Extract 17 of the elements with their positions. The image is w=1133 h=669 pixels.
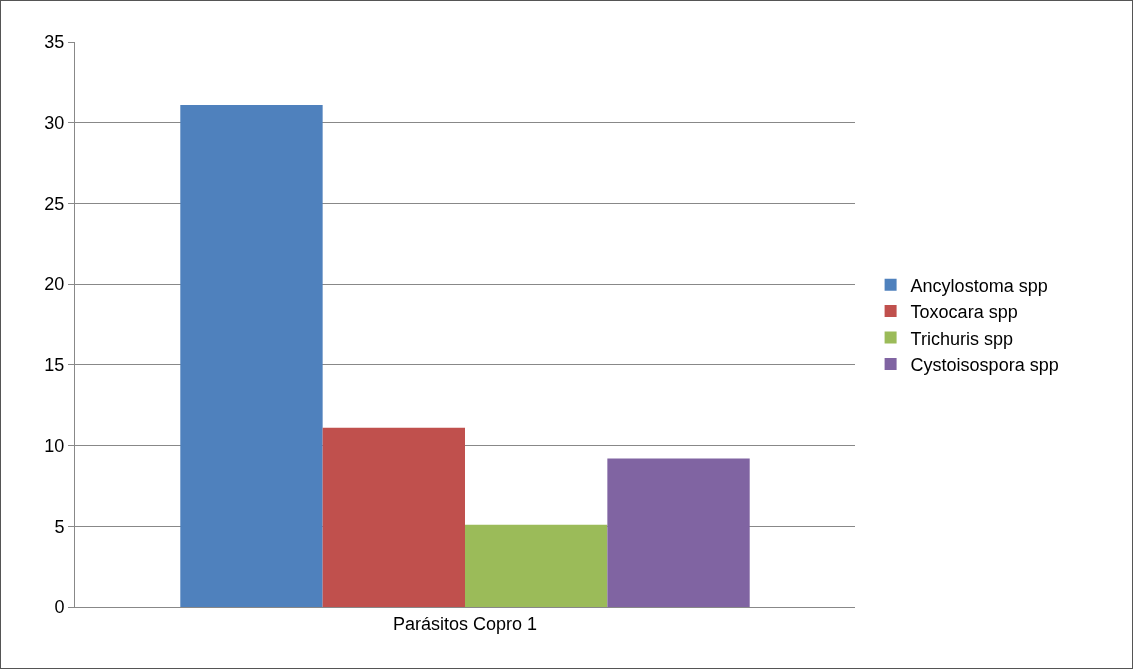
legend-label: Ancylostoma spp (910, 275, 1048, 296)
bar (322, 427, 465, 607)
x-tick-label: Parásitos Copro 1 (392, 613, 538, 634)
y-tick-label: 5 (54, 516, 65, 537)
bar (180, 104, 323, 607)
legend-label: Toxocara spp (910, 302, 1018, 323)
y-tick-label: 35 (44, 32, 65, 53)
y-tick-label: 25 (44, 193, 65, 214)
y-tick-label: 20 (44, 274, 65, 295)
y-tick-label: 0 (54, 597, 65, 618)
y-tick-label: 10 (44, 435, 65, 456)
y-tick-label: 30 (44, 113, 65, 134)
y-tick-label: 15 (44, 355, 65, 376)
bar (607, 458, 750, 607)
bar (465, 524, 608, 607)
legend-label: Cystoisospora spp (910, 354, 1059, 375)
legend-label: Trichuris spp (910, 328, 1013, 349)
